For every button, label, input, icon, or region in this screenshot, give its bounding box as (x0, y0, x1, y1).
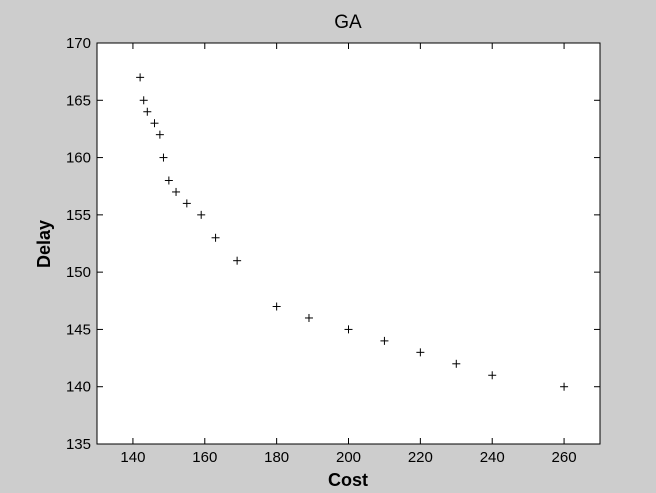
y-tick-label: 155 (66, 207, 91, 224)
data-point-plus-marker (304, 313, 313, 322)
data-point-plus-marker (143, 107, 152, 116)
data-point-plus-marker (380, 336, 389, 345)
data-point-plus-marker (182, 199, 191, 208)
chart-title: GA (334, 12, 362, 33)
x-tick-label: 140 (120, 449, 145, 466)
data-point-plus-marker (452, 359, 461, 368)
data-point-plus-marker (211, 233, 220, 242)
data-point-plus-marker (233, 256, 242, 265)
y-tick-label: 170 (66, 35, 91, 52)
data-point-plus-marker (159, 153, 168, 162)
y-tick-label: 165 (66, 92, 91, 109)
tick-labels: 140 160 180 200 220 240 260 135 140 145 150 155 160 1… (66, 35, 577, 466)
data-point-plus-marker (416, 348, 425, 357)
data-point-plus-marker (488, 371, 497, 380)
y-axis-label: Delay (34, 220, 54, 268)
x-tick-label: 160 (192, 449, 217, 466)
data-point-plus-marker (272, 302, 281, 311)
data-point-plus-marker (172, 187, 181, 196)
data-point-plus-marker (197, 210, 206, 219)
x-axis-label: Cost (328, 470, 368, 490)
axis-ticks (97, 42, 600, 445)
data-point-plus-marker (344, 325, 353, 334)
x-tick-label: 240 (480, 449, 505, 466)
data-point-plus-marker (136, 73, 145, 82)
plot-area (96, 42, 601, 445)
x-tick-label: 180 (264, 449, 289, 466)
x-tick-label: 200 (336, 449, 361, 466)
y-tick-label: 150 (66, 264, 91, 281)
x-tick-label: 220 (408, 449, 433, 466)
data-point-plus-marker (164, 176, 173, 185)
x-tick-label: 260 (552, 449, 577, 466)
data-point-plus-marker (139, 96, 148, 105)
data-points (136, 73, 569, 391)
y-tick-label: 160 (66, 150, 91, 167)
data-point-plus-marker (560, 382, 569, 391)
data-point-plus-marker (155, 130, 164, 139)
y-tick-label: 140 (66, 379, 91, 396)
y-tick-label: 145 (66, 321, 91, 338)
data-point-plus-marker (150, 119, 159, 128)
y-tick-label: 135 (66, 436, 91, 453)
